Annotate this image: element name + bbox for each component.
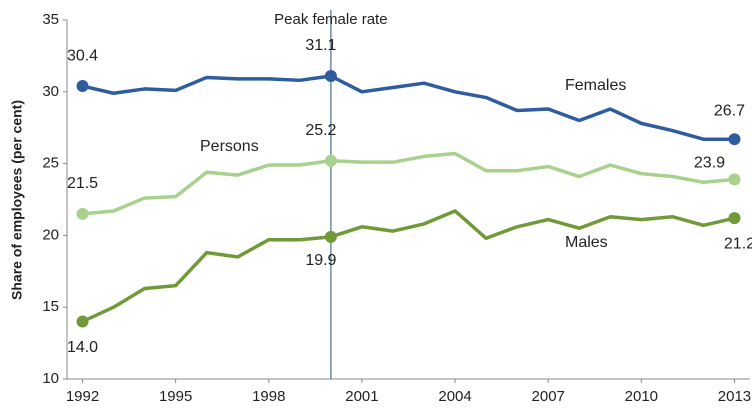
y-tick-label: 15 (42, 298, 59, 315)
point-marker (324, 230, 337, 243)
value-label: 14.0 (67, 339, 98, 356)
series-name: Persons (200, 138, 259, 155)
series-line (82, 74, 735, 141)
series-line (81, 209, 735, 324)
x-tick-label: 2004 (438, 388, 471, 405)
point-marker (76, 315, 89, 328)
value-label: 21.2 (724, 235, 752, 252)
point-marker (728, 133, 741, 146)
value-label: 21.5 (67, 175, 98, 192)
x-tick-label: 1998 (252, 388, 285, 405)
point-marker (76, 207, 89, 220)
y-tick-label: 25 (42, 155, 59, 172)
series-name: Females (565, 77, 626, 94)
point-marker (324, 154, 337, 167)
x-tick-label: 1992 (66, 388, 99, 405)
x-tick-label: 2013 (718, 388, 751, 405)
value-label: 25.2 (305, 122, 336, 139)
x-tick-label: 2007 (532, 388, 565, 405)
y-tick-label: 30 (42, 83, 59, 100)
x-tick-label: 1995 (159, 388, 192, 405)
value-label: 31.1 (305, 37, 336, 54)
y-tick-label: 10 (42, 370, 59, 387)
y-tick-label: 20 (42, 226, 59, 243)
value-label: 23.9 (694, 155, 725, 172)
x-tick-label: 2010 (625, 388, 658, 405)
x-tick-label: 2001 (345, 388, 378, 405)
y-tick-label: 35 (42, 11, 59, 28)
value-label: 30.4 (67, 47, 98, 64)
y-axis-label: Share of employees (per cent) (9, 100, 25, 300)
value-label: 26.7 (714, 102, 745, 119)
annotation-text: Peak female rate (274, 11, 387, 28)
point-marker (76, 80, 89, 93)
point-marker (728, 173, 741, 186)
point-marker (324, 70, 337, 83)
series-line (82, 151, 735, 216)
value-label: 19.9 (305, 252, 336, 269)
series-name: Males (565, 234, 608, 251)
point-marker (728, 212, 741, 225)
